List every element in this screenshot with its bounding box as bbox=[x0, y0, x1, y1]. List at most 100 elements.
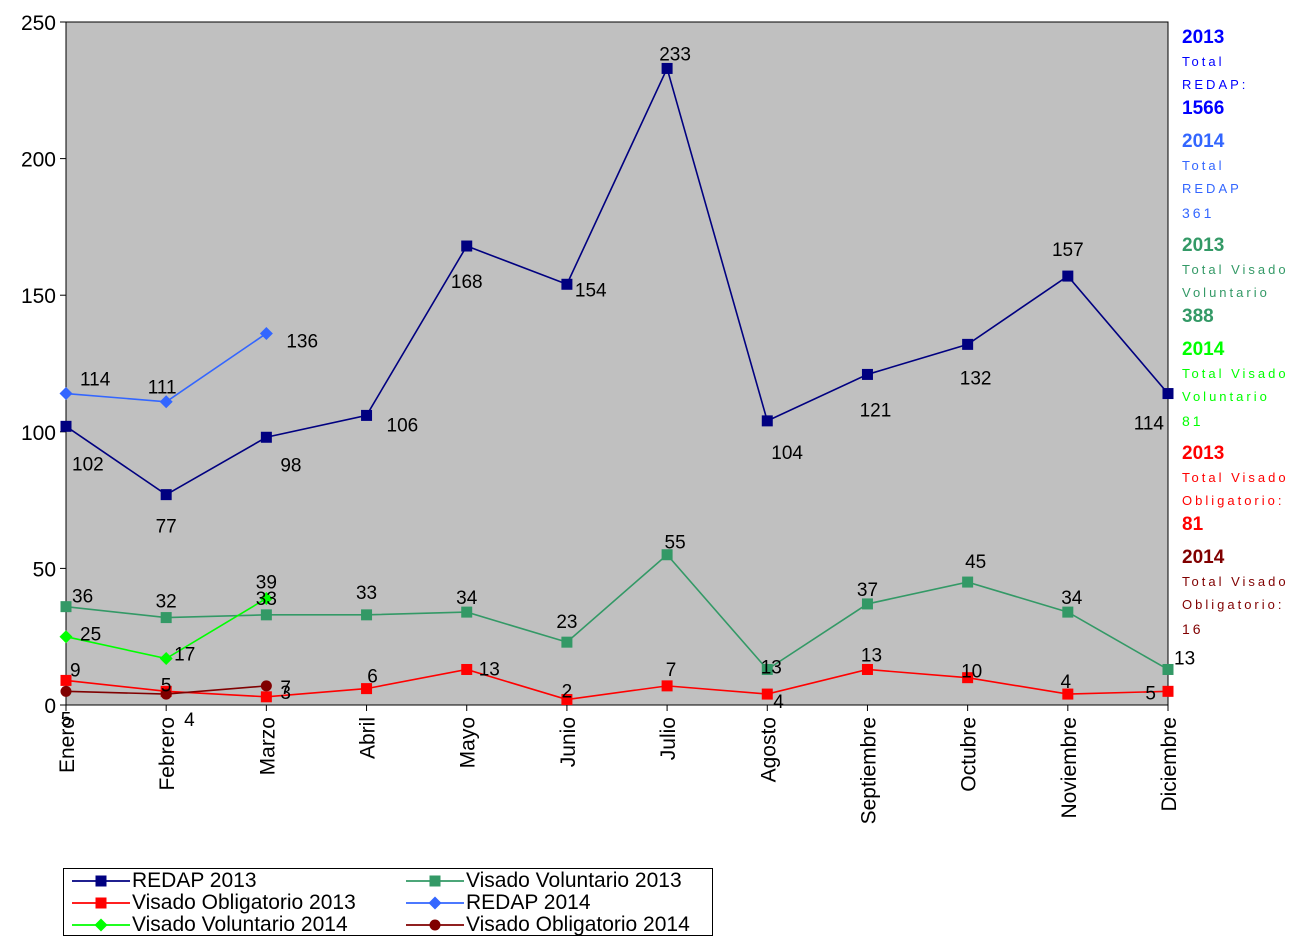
total-value: 388 bbox=[1182, 306, 1214, 327]
legend-swatch bbox=[406, 875, 464, 887]
series-line bbox=[65, 66, 1169, 496]
total-year: 2014 bbox=[1182, 339, 1225, 360]
total-label: REDAP: bbox=[1182, 77, 1249, 92]
total-label: Total Visado bbox=[1182, 366, 1289, 381]
y-tick-label: 100 bbox=[21, 422, 56, 445]
data-label: 9 bbox=[70, 660, 81, 681]
total-block: 2014 Total Visado Voluntario 81 bbox=[1182, 338, 1308, 434]
total-value: 361 bbox=[1182, 205, 1215, 221]
data-point bbox=[962, 338, 974, 350]
data-point bbox=[1162, 685, 1174, 697]
total-year: 2013 bbox=[1182, 235, 1225, 256]
data-point bbox=[962, 576, 974, 588]
data-point bbox=[1062, 270, 1074, 282]
data-label: 34 bbox=[456, 588, 478, 609]
total-label: Total bbox=[1182, 158, 1225, 173]
data-point bbox=[60, 601, 72, 613]
data-point bbox=[561, 694, 573, 706]
data-point bbox=[60, 420, 72, 432]
data-label: 5 bbox=[61, 709, 72, 730]
total-block: 2014 Total REDAP 361 bbox=[1182, 130, 1308, 226]
total-year: 2014 bbox=[1182, 547, 1225, 568]
legend-swatch bbox=[406, 919, 464, 931]
data-point bbox=[661, 62, 673, 74]
data-point bbox=[761, 688, 773, 700]
data-point bbox=[561, 278, 573, 290]
x-tick-label: Julio bbox=[657, 717, 680, 760]
total-value: 16 bbox=[1182, 621, 1204, 637]
data-point bbox=[160, 612, 172, 624]
legend-item: REDAP 2013 bbox=[72, 869, 257, 892]
data-label: 77 bbox=[156, 517, 177, 538]
total-value: 1566 bbox=[1182, 98, 1225, 119]
x-tick-label: Diciembre bbox=[1158, 717, 1181, 812]
data-label: 37 bbox=[857, 580, 878, 601]
x-tick-label: Abril bbox=[357, 717, 380, 759]
data-label: 4 bbox=[1061, 672, 1072, 693]
data-label: 33 bbox=[256, 589, 277, 610]
data-label: 13 bbox=[1174, 648, 1195, 669]
data-label: 34 bbox=[1061, 588, 1083, 609]
legend-item: Visado Obligatorio 2013 bbox=[72, 891, 356, 914]
total-block: 2013 Total Visado Voluntario 388 bbox=[1182, 234, 1308, 330]
data-label: 4 bbox=[184, 710, 195, 731]
data-label: 121 bbox=[860, 400, 892, 421]
x-tick-label: Agosto bbox=[757, 717, 780, 782]
x-tick-label: Febrero bbox=[156, 717, 179, 791]
totals-panel: 2013 Total REDAP: 1566 2014 Total REDAP 361 2013… bbox=[1182, 26, 1308, 650]
data-label: 136 bbox=[286, 331, 318, 352]
y-tick-label: 50 bbox=[33, 558, 56, 581]
data-label: 33 bbox=[356, 583, 377, 604]
data-point bbox=[59, 387, 73, 401]
data-label: 4 bbox=[773, 692, 784, 713]
legend-label: Visado Obligatorio 2013 bbox=[132, 891, 356, 914]
data-label: 13 bbox=[761, 657, 782, 678]
data-label: 102 bbox=[72, 454, 104, 475]
data-point bbox=[861, 598, 873, 610]
total-block: 2013 Total REDAP: 1566 bbox=[1182, 26, 1308, 122]
data-label: 10 bbox=[961, 662, 982, 683]
data-point bbox=[260, 691, 272, 703]
legend-swatch bbox=[72, 897, 130, 909]
x-tick-label: Marzo bbox=[256, 717, 279, 775]
data-point bbox=[260, 680, 272, 692]
data-label: 114 bbox=[80, 370, 111, 391]
data-label: 5 bbox=[1145, 683, 1156, 704]
legend-label: Visado Obligatorio 2014 bbox=[466, 913, 690, 936]
data-label: 233 bbox=[659, 44, 691, 65]
legend-item: Visado Voluntario 2014 bbox=[72, 913, 348, 936]
data-point bbox=[259, 326, 273, 340]
data-point bbox=[962, 672, 974, 684]
data-point bbox=[361, 609, 373, 621]
series-layer bbox=[59, 62, 1174, 706]
data-point bbox=[661, 549, 673, 561]
line-chart: 0 50 100 150 200 250 Enero Febrero Marzo Abril May… bbox=[21, 12, 1195, 824]
data-point bbox=[661, 680, 673, 692]
data-label: 132 bbox=[960, 368, 992, 389]
data-label: 5 bbox=[161, 675, 172, 696]
data-point bbox=[260, 609, 272, 621]
total-label: Total bbox=[1182, 54, 1225, 69]
data-point bbox=[561, 636, 573, 648]
total-year: 2014 bbox=[1182, 131, 1225, 152]
data-label: 2 bbox=[562, 682, 573, 703]
data-point bbox=[160, 489, 172, 501]
data-label: 106 bbox=[387, 415, 419, 436]
data-label: 45 bbox=[965, 552, 986, 573]
data-point bbox=[761, 663, 773, 675]
data-label: 17 bbox=[174, 645, 195, 666]
data-label: 154 bbox=[575, 280, 607, 301]
legend-item: REDAP 2014 bbox=[406, 891, 591, 914]
data-point bbox=[361, 683, 373, 695]
series-line bbox=[65, 668, 1169, 701]
data-label: 6 bbox=[367, 667, 378, 688]
data-label: 13 bbox=[861, 645, 882, 666]
data-point bbox=[59, 630, 73, 644]
legend: REDAP 2013 Visado Voluntario 2013 Visado O… bbox=[63, 868, 713, 936]
data-label: 39 bbox=[256, 572, 277, 593]
data-point bbox=[159, 395, 173, 409]
data-point bbox=[861, 368, 873, 380]
data-label: 23 bbox=[556, 612, 577, 633]
total-year: 2013 bbox=[1182, 27, 1225, 48]
